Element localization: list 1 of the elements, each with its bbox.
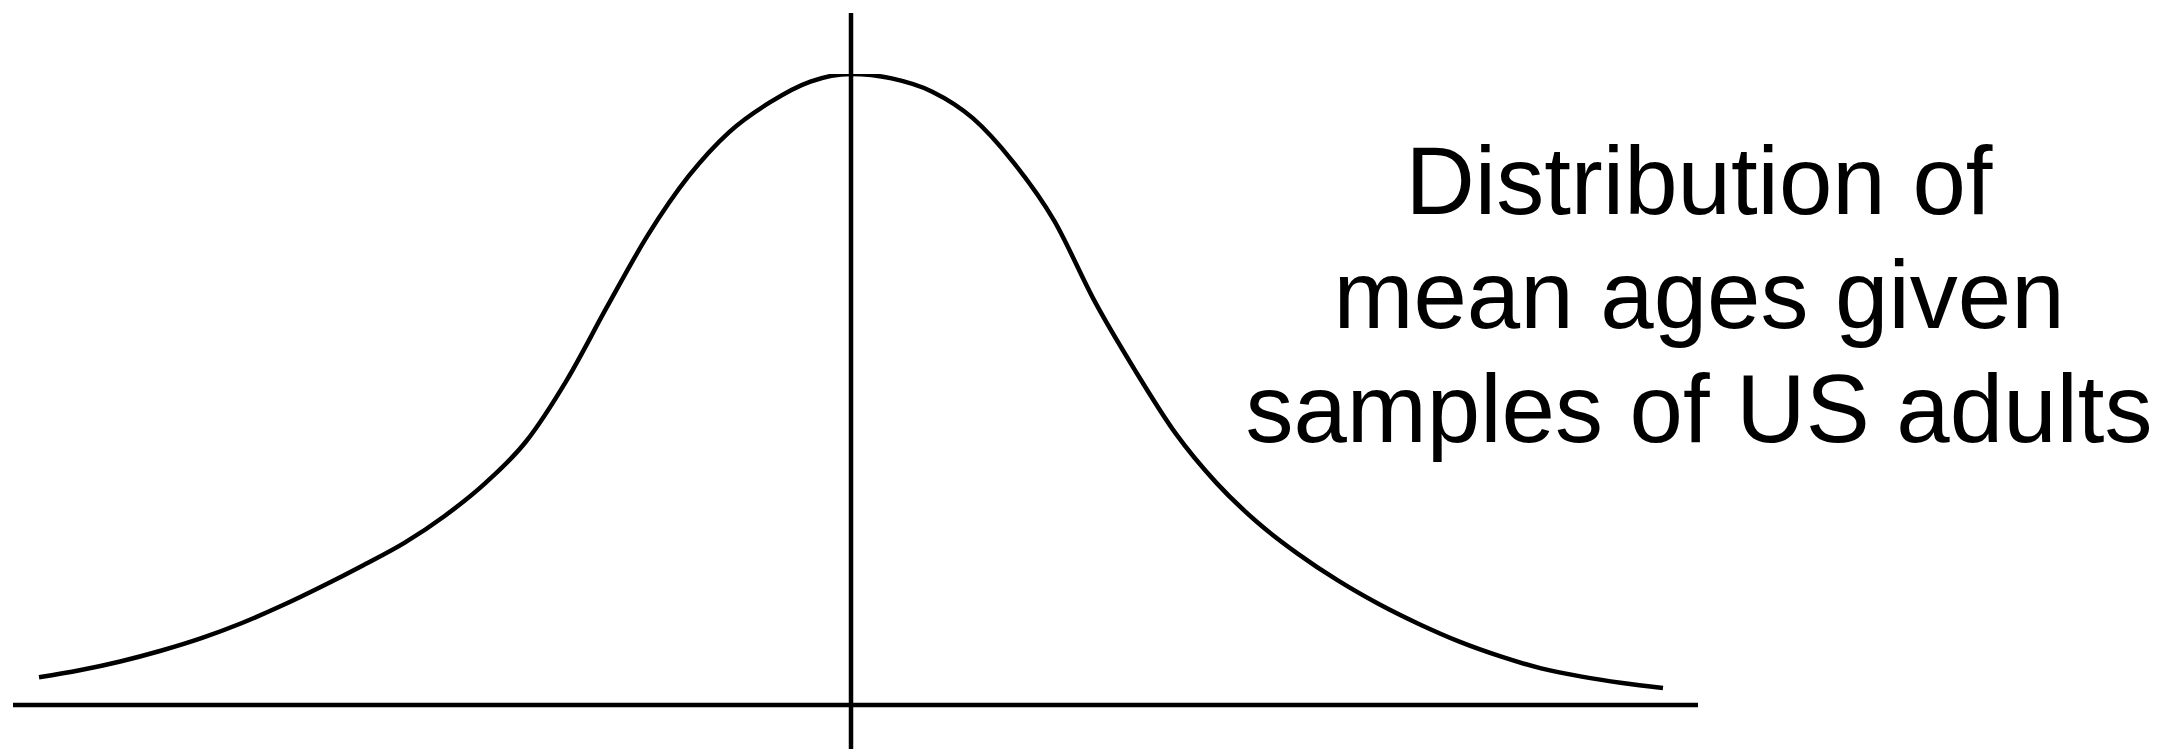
text: Distribution of mean ages given samples of US adults (1244, 126, 2154, 464)
